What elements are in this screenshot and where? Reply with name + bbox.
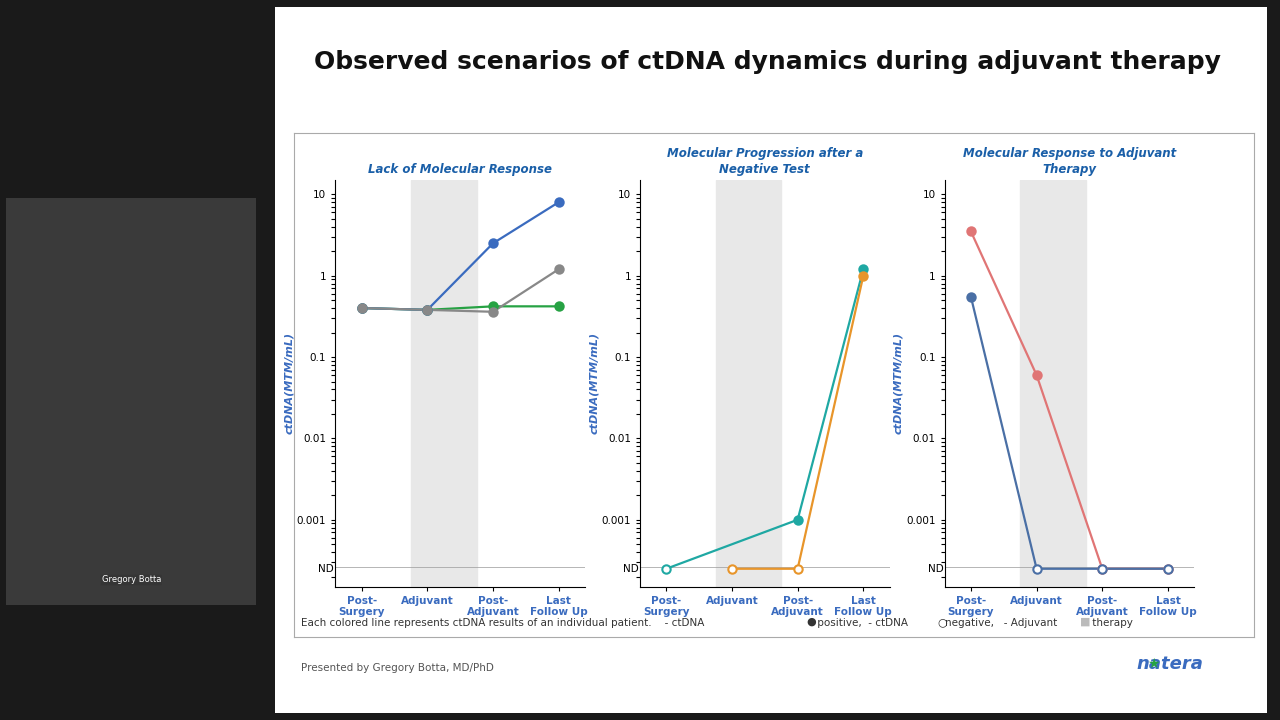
Text: therapy: therapy (1089, 618, 1133, 628)
Title: Molecular Progression after a
Negative Test: Molecular Progression after a Negative T… (667, 147, 863, 176)
Text: Presented by Gregory Botta, MD/PhD: Presented by Gregory Botta, MD/PhD (301, 663, 494, 673)
Bar (1020, 180, 1085, 587)
Text: ND: ND (623, 564, 639, 574)
Text: Gregory Botta: Gregory Botta (101, 575, 161, 585)
Bar (411, 180, 476, 587)
Text: Each colored line represents ctDNA results of an individual patient.    - ctDNA: Each colored line represents ctDNA resul… (301, 618, 704, 628)
Title: Molecular Response to Adjuvant
Therapy: Molecular Response to Adjuvant Therapy (963, 147, 1176, 176)
Bar (716, 180, 781, 587)
Text: ●: ● (806, 616, 817, 626)
Text: ■: ■ (1080, 617, 1091, 627)
Text: natera: natera (1137, 655, 1203, 673)
Text: ★: ★ (1147, 657, 1160, 671)
Text: positive,  - ctDNA: positive, - ctDNA (814, 618, 908, 628)
Title: Lack of Molecular Response: Lack of Molecular Response (369, 163, 552, 176)
Y-axis label: ctDNA(MTM/mL): ctDNA(MTM/mL) (893, 333, 904, 434)
Text: Observed scenarios of ctDNA dynamics during adjuvant therapy: Observed scenarios of ctDNA dynamics dur… (314, 50, 1220, 74)
Y-axis label: ctDNA(MTM/mL): ctDNA(MTM/mL) (589, 333, 599, 434)
Text: negative,   - Adjuvant: negative, - Adjuvant (945, 618, 1057, 628)
Text: ○: ○ (937, 617, 947, 627)
Text: ND: ND (319, 564, 334, 574)
Y-axis label: ctDNA(MTM/mL): ctDNA(MTM/mL) (284, 333, 294, 434)
Text: ND: ND (928, 564, 943, 574)
